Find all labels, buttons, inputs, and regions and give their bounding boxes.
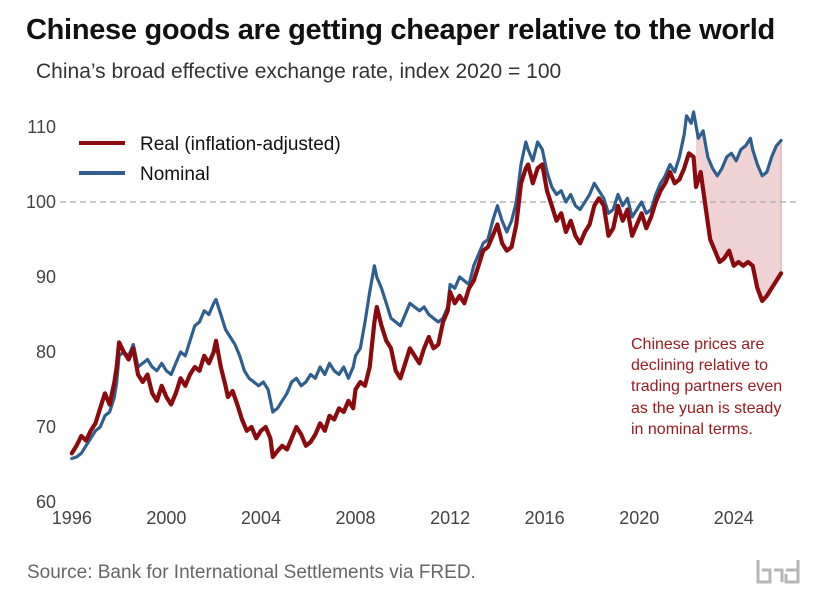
y-tick-label: 60 — [36, 492, 56, 512]
shaded-gap-layer — [696, 125, 782, 301]
annotation-line: declining relative to — [631, 357, 768, 374]
x-tick-label: 2012 — [430, 508, 470, 528]
y-tick-label: 70 — [36, 417, 56, 437]
x-tick-label: 2000 — [146, 508, 186, 528]
x-tick-label: 1996 — [52, 508, 92, 528]
shaded-gap-area — [696, 125, 782, 301]
chart-subtitle: China’s broad effective exchange rate, i… — [36, 60, 562, 83]
y-tick-label: 110 — [27, 117, 56, 137]
legend-label-real: Real (inflation-adjusted) — [140, 134, 341, 155]
y-tick-label: 100 — [26, 192, 56, 212]
annotation-line: trading partners even — [631, 378, 782, 395]
annotation-line: in nominal terms. — [631, 421, 753, 438]
annotation-line: Chinese prices are — [631, 336, 765, 353]
x-tick-label: 2020 — [619, 508, 659, 528]
series-line-nominal — [70, 110, 783, 461]
y-tick-label: 80 — [36, 342, 56, 362]
x-tick-label: 2024 — [714, 508, 754, 528]
publisher-logo-icon — [756, 560, 800, 584]
series-layer — [69, 110, 784, 461]
legend: Real (inflation-adjusted) Nominal — [79, 134, 341, 185]
x-tick-label: 2008 — [336, 508, 376, 528]
source-note: Source: Bank for International Settlemen… — [27, 562, 476, 583]
x-tick-label: 2016 — [525, 508, 565, 528]
y-axis: 60 70 80 90 100 110 — [26, 117, 56, 512]
chart-title: Chinese goods are getting cheaper relati… — [26, 14, 775, 46]
legend-label-nominal: Nominal — [140, 164, 210, 185]
annotation-line: as the yuan is steady — [631, 400, 781, 417]
y-tick-label: 90 — [36, 267, 56, 287]
annotation: Chinese prices are declining relative to… — [631, 336, 782, 438]
series-line-real — [69, 151, 784, 460]
x-axis: 1996 2000 2004 2008 2012 2016 2020 2024 — [52, 508, 754, 528]
x-tick-label: 2004 — [241, 508, 281, 528]
line-chart: 60 70 80 90 100 110 1996 2000 2004 2008 2012 2016 2… — [26, 110, 800, 528]
